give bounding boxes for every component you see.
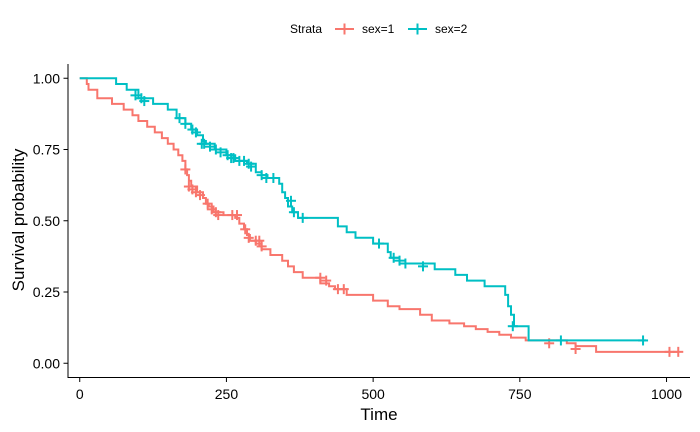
censor-mark: [231, 210, 242, 221]
x-tick-label: 250: [215, 386, 239, 402]
censor-mark: [243, 232, 254, 243]
censor-mark: [285, 195, 296, 206]
censor-marks-sex1: [180, 164, 684, 357]
censor-mark: [180, 164, 191, 175]
x-axis-title: Time: [360, 405, 397, 424]
y-tick-label: 0.00: [33, 355, 60, 371]
censor-mark: [664, 346, 675, 357]
x-tick-label: 750: [508, 386, 532, 402]
legend-key-sex1: [335, 23, 354, 35]
x-tick-label: 0: [76, 386, 84, 402]
censor-mark: [388, 252, 399, 263]
censor-mark: [215, 147, 226, 158]
legend-label-sex2: sex=2: [435, 22, 468, 36]
censor-mark: [130, 90, 141, 101]
y-tick-label: 1.00: [33, 70, 60, 86]
censor-mark: [213, 210, 224, 221]
censor-mark: [268, 173, 279, 183]
censor-mark: [254, 235, 265, 246]
censor-mark: [180, 118, 191, 129]
censor-mark: [394, 255, 405, 266]
censor-mark: [174, 113, 185, 124]
x-tick-label: 500: [361, 386, 385, 402]
censor-marks-sex2: [130, 90, 649, 346]
censor-mark: [297, 212, 308, 223]
legend: Strata sex=1 sex=2: [290, 22, 468, 36]
censor-mark: [374, 238, 384, 249]
legend-title: Strata: [290, 22, 322, 36]
censor-mark: [418, 261, 429, 272]
censor-mark: [673, 346, 684, 357]
censor-mark: [315, 272, 326, 283]
y-tick-label: 0.50: [33, 213, 60, 229]
y-axis-title: Survival probability: [9, 148, 28, 291]
x-ticks: 0 250 500 750 1000: [76, 377, 682, 402]
survival-line-sex1: [79, 77, 679, 353]
plot-area: [79, 77, 684, 357]
censor-mark: [256, 241, 267, 252]
y-tick-label: 0.75: [33, 142, 60, 158]
censor-mark: [507, 321, 518, 332]
censor-mark: [195, 190, 206, 201]
censor-mark: [199, 138, 210, 149]
censor-mark: [139, 96, 150, 107]
censor-mark: [228, 153, 239, 164]
censor-mark: [400, 258, 411, 269]
y-ticks: 0.00 0.25 0.50 0.75 1.00: [33, 70, 68, 371]
censor-mark: [205, 141, 216, 152]
censor-mark: [240, 224, 251, 235]
censor-mark: [288, 207, 299, 218]
x-tick-label: 1000: [651, 386, 682, 402]
censor-mark: [202, 198, 213, 209]
censor-mark: [321, 275, 332, 286]
censor-mark: [246, 161, 257, 172]
censor-mark: [638, 335, 649, 346]
legend-key-sex2: [408, 23, 427, 35]
censor-mark: [555, 335, 566, 346]
censor-mark: [570, 344, 581, 354]
censor-mark: [190, 127, 201, 138]
y-tick-label: 0.25: [33, 284, 60, 300]
censor-mark: [338, 284, 349, 295]
legend-label-sex1: sex=1: [362, 22, 395, 36]
